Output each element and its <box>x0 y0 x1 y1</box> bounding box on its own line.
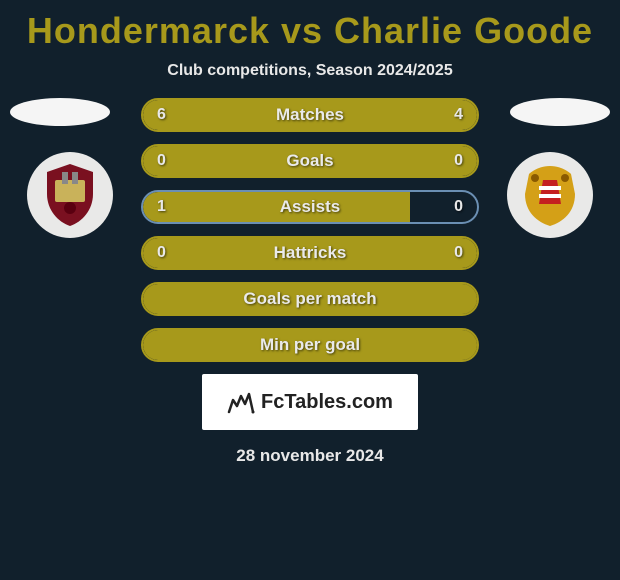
bar-value-right: 0 <box>454 192 463 222</box>
player-left-ellipse <box>10 98 110 126</box>
bar-value-right: 4 <box>454 100 463 130</box>
stat-bar-goals-per-match: Goals per match <box>141 282 479 316</box>
subtitle: Club competitions, Season 2024/2025 <box>0 62 620 80</box>
site-logo-icon <box>227 390 255 414</box>
bar-value-left: 6 <box>157 100 166 130</box>
bar-label: Matches <box>143 100 477 130</box>
site-badge: FcTables.com <box>202 374 418 430</box>
stat-bar-assists: Assists1 0 <box>141 190 479 224</box>
page-title: Hondermarck vs Charlie Goode <box>0 0 620 52</box>
player-right-crest <box>507 152 593 238</box>
bar-label: Min per goal <box>143 330 477 360</box>
player-left-crest <box>27 152 113 238</box>
bar-value-right: 0 <box>454 146 463 176</box>
bar-label: Hattricks <box>143 238 477 268</box>
stat-bar-hattricks: Hattricks0 0 <box>141 236 479 270</box>
bar-value-left: 0 <box>157 146 166 176</box>
crest-right-icon <box>515 160 585 230</box>
stat-bar-matches: Matches6 4 <box>141 98 479 132</box>
bar-value-left: 0 <box>157 238 166 268</box>
stat-bar-goals: Goals0 0 <box>141 144 479 178</box>
bars-container: Matches64Goals00Assists10Hattricks00Goal… <box>141 98 479 362</box>
stat-bar-min-per-goal: Min per goal <box>141 328 479 362</box>
bar-value-left: 1 <box>157 192 166 222</box>
bar-label: Goals per match <box>143 284 477 314</box>
date-text: 28 november 2024 <box>0 446 620 466</box>
site-name: FcTables.com <box>261 391 393 414</box>
player-right-ellipse <box>510 98 610 126</box>
bar-label: Goals <box>143 146 477 176</box>
crest-left-icon <box>35 160 105 230</box>
bar-value-right: 0 <box>454 238 463 268</box>
bar-label: Assists <box>143 192 477 222</box>
comparison-chart: Matches64Goals00Assists10Hattricks00Goal… <box>0 98 620 362</box>
